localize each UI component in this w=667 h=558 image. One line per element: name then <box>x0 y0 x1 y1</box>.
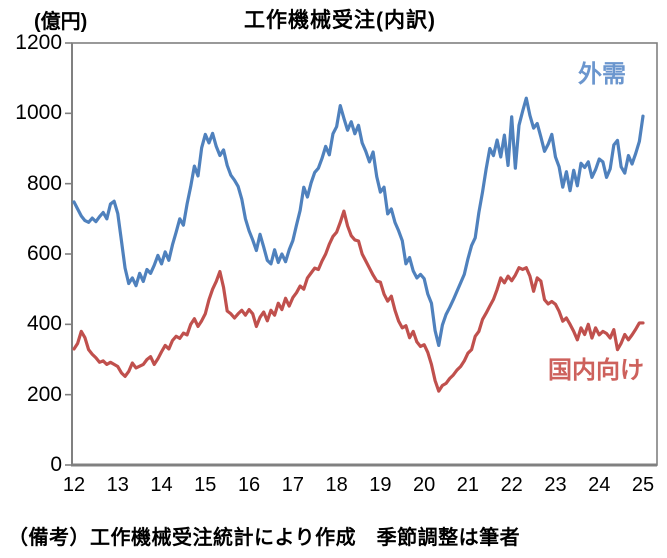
y-axis-unit-label: (億円) <box>34 11 88 33</box>
series-label-kokunai: 国内向け <box>548 357 644 384</box>
y-tick-label: 200 <box>26 382 62 406</box>
y-tick-label: 1200 <box>15 31 62 54</box>
x-tick-label: 15 <box>194 474 217 496</box>
x-tick-label: 18 <box>325 474 348 496</box>
x-tick-label: 25 <box>631 474 655 496</box>
series-gaiju-line <box>72 96 645 348</box>
plot-frame <box>71 42 658 466</box>
y-tick-label: 400 <box>26 312 62 336</box>
y-tick-label: 0 <box>50 453 62 476</box>
x-tick-label: 22 <box>500 474 523 496</box>
x-tick-label: 24 <box>588 474 611 496</box>
chart-title: 工作機械受注(内訳) <box>244 9 436 32</box>
x-tick-label: 21 <box>456 474 480 496</box>
x-tick-label: 14 <box>150 474 173 496</box>
series-kokunai-line <box>72 209 645 393</box>
x-tick-label: 20 <box>413 474 436 496</box>
x-tick-label: 17 <box>281 474 304 496</box>
series-label-gaiju: 外需 <box>578 61 626 88</box>
y-tick-label: 800 <box>26 171 62 195</box>
x-tick-label: 12 <box>62 474 86 496</box>
x-tick-label: 23 <box>544 474 567 496</box>
x-tick-label: 13 <box>106 474 129 496</box>
y-tick-label: 600 <box>26 242 62 265</box>
x-tick-label: 16 <box>237 474 261 496</box>
x-tick-label: 19 <box>369 474 392 496</box>
source-footnote: （備考）工作機械受注統計により作成 季節調整は筆者 <box>8 527 521 549</box>
y-tick-label: 1000 <box>15 101 62 125</box>
